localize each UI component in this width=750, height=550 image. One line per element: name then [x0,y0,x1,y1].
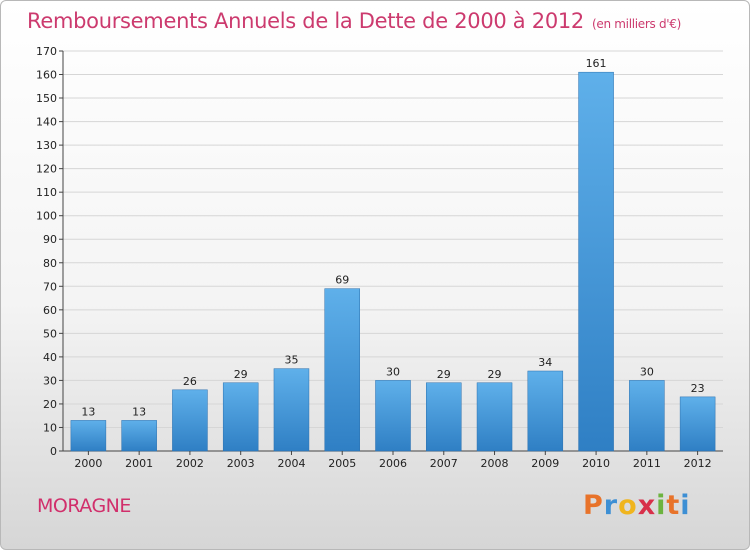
y-tick-label: 90 [43,233,57,246]
y-tick-label: 40 [43,351,57,364]
y-tick-label: 120 [36,163,57,176]
logo-letter: o [618,490,638,521]
logo-letter: i [680,490,691,521]
x-tick-label: 2009 [531,457,559,470]
bar-2008 [476,382,513,452]
x-tick-label: 2010 [582,457,610,470]
x-tick-label: 2012 [684,457,712,470]
y-tick-label: 60 [43,304,57,317]
bar-value-label: 13 [132,405,146,418]
y-tick-label: 170 [36,45,57,58]
x-tick-label: 2001 [125,457,153,470]
logo-letter: t [666,490,681,521]
y-tick-label: 80 [43,257,57,270]
bar-2009 [527,370,564,452]
bar-value-label: 161 [586,57,607,70]
y-tick-label: 110 [36,186,57,199]
bar-value-label: 29 [234,368,248,381]
bar-value-label: 29 [488,368,502,381]
bar-2002 [172,389,208,452]
logo-letter: i [656,490,667,521]
bar-value-label: 29 [437,368,451,381]
logo-letter: r [603,490,619,521]
x-tick-label: 2007 [430,457,458,470]
bar-2004 [273,368,310,452]
bar-2007 [426,382,462,452]
y-tick-label: 150 [36,92,57,105]
x-tick-label: 2000 [74,457,102,470]
y-tick-label: 100 [36,210,57,223]
x-tick-label: 2004 [277,457,305,470]
bar-2006 [375,380,411,452]
y-tick-label: 140 [36,116,57,129]
bar-value-label: 30 [640,365,654,378]
bar-value-label: 23 [691,382,705,395]
bar-value-label: 30 [386,365,400,378]
y-tick-label: 20 [43,398,57,411]
chart-subtitle: (en milliers d'€) [592,17,682,31]
x-tick-label: 2002 [176,457,204,470]
bar-2011 [629,380,665,452]
bar-2001 [121,420,157,452]
bar-value-label: 26 [183,375,197,388]
y-tick-label: 130 [36,139,57,152]
y-tick-label: 30 [43,374,57,387]
x-tick-label: 2008 [481,457,509,470]
bar-value-label: 34 [538,356,552,369]
y-tick-label: 70 [43,280,57,293]
bar-value-label: 35 [284,354,298,367]
bar-2000 [70,420,107,452]
y-tick-label: 160 [36,69,57,82]
y-tick-label: 0 [50,445,57,458]
bar-value-label: 69 [335,274,349,287]
bar-2005 [324,288,360,452]
logo-letter: x [637,490,657,521]
commune-name: MORAGNE [37,495,131,517]
bar-2003 [222,382,259,452]
chart-title-text: Remboursements Annuels de la Dette de 20… [27,9,584,33]
bar-2012 [679,396,716,452]
x-tick-label: 2005 [328,457,356,470]
y-tick-label: 50 [43,327,57,340]
x-tick-label: 2011 [633,457,661,470]
x-tick-label: 2003 [227,457,255,470]
chart-title: Remboursements Annuels de la Dette de 20… [27,9,681,33]
bar-value-label: 13 [81,405,95,418]
bar-2010 [578,71,614,452]
y-tick-label: 10 [43,421,57,434]
logo-letter: P [583,490,604,521]
proxiti-logo: Proxiti [583,490,691,521]
x-tick-label: 2006 [379,457,407,470]
